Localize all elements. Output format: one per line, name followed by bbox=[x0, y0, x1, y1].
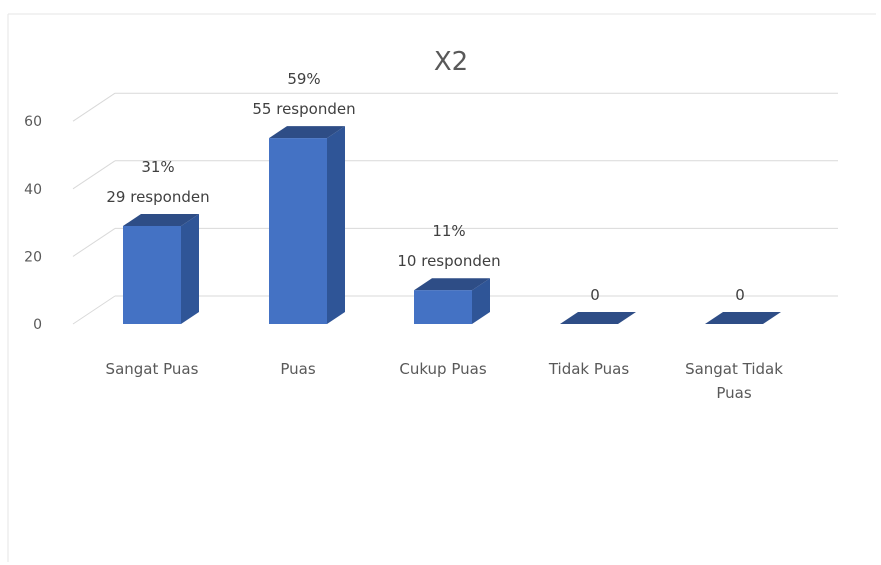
gridline-diagonal bbox=[72, 227, 116, 257]
bar bbox=[560, 312, 636, 324]
bar-top bbox=[269, 126, 345, 139]
gridline-diagonal bbox=[72, 295, 116, 325]
bar bbox=[123, 225, 181, 324]
x-category-label: Sangat Tidak bbox=[685, 360, 783, 378]
bar-top bbox=[123, 213, 199, 226]
y-axis-ticks: 0 20 40 60 bbox=[24, 114, 42, 333]
bar-side bbox=[181, 213, 199, 324]
data-label: 59% bbox=[287, 70, 320, 88]
data-label: 0 bbox=[590, 286, 600, 304]
bar-side bbox=[327, 126, 345, 324]
x-category-label: Tidak Puas bbox=[548, 360, 630, 378]
bars bbox=[123, 126, 781, 324]
bar-side bbox=[472, 278, 490, 324]
data-label: 0 bbox=[735, 286, 745, 304]
bar-top bbox=[414, 278, 490, 291]
data-label: 29 responden bbox=[106, 188, 209, 206]
data-label: 31% bbox=[141, 158, 174, 176]
chart-title: X2 bbox=[434, 47, 468, 77]
y-tick-label: 60 bbox=[24, 114, 42, 130]
data-labels: 31% 29 responden 59% 55 responden 11% 10 resp… bbox=[106, 70, 744, 304]
bar bbox=[269, 138, 327, 324]
bar bbox=[414, 290, 472, 324]
x-category-label: Puas bbox=[716, 384, 751, 402]
y-tick-label: 0 bbox=[33, 317, 42, 333]
x-category-label: Puas bbox=[280, 360, 315, 378]
bar bbox=[705, 312, 781, 324]
data-label: 55 responden bbox=[252, 100, 355, 118]
y-tick-label: 40 bbox=[24, 182, 42, 198]
gridline-diagonal bbox=[72, 160, 116, 190]
x-category-label: Sangat Puas bbox=[106, 360, 199, 378]
category-labels: Sangat Puas Puas Cukup Puas Tidak Puas Sanga… bbox=[106, 360, 784, 402]
data-label: 11% bbox=[432, 222, 465, 240]
gridlines bbox=[72, 92, 838, 325]
y-tick-label: 20 bbox=[24, 249, 42, 265]
x-category-label: Cukup Puas bbox=[399, 360, 486, 378]
gridline-diagonal bbox=[72, 92, 116, 122]
data-label: 10 responden bbox=[397, 252, 500, 270]
